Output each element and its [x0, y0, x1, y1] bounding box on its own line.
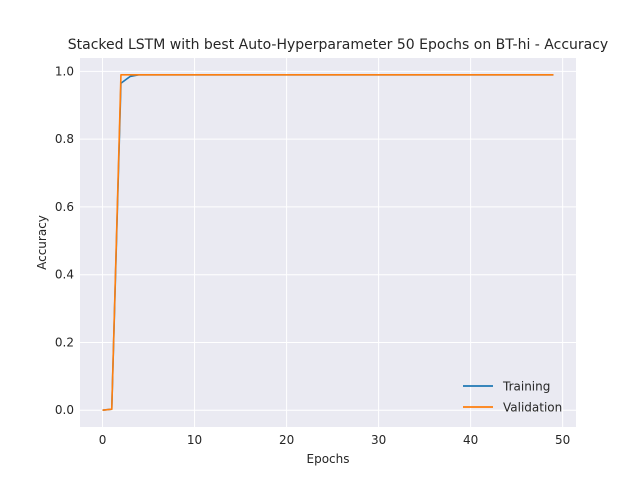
y-tick-label: 0.0 — [55, 403, 74, 417]
y-tick-label: 0.8 — [55, 132, 74, 146]
x-tick-label: 30 — [371, 433, 386, 447]
legend: Training Validation — [463, 380, 562, 415]
x-tick-label: 0 — [99, 433, 107, 447]
y-tick-label: 0.4 — [55, 268, 74, 282]
legend-label-validation: Validation — [503, 401, 562, 415]
x-axis-label: Epochs — [307, 452, 350, 466]
chart-title: Stacked LSTM with best Auto-Hyperparamet… — [68, 37, 608, 53]
y-axis-label: Accuracy — [35, 215, 49, 270]
x-tick-label: 20 — [279, 433, 294, 447]
tick-labels: 0 10 20 30 40 50 0.0 0.2 0.4 0.6 0.8 1.0 — [55, 64, 570, 447]
grid-lines — [80, 58, 576, 427]
x-tick-label: 40 — [463, 433, 478, 447]
x-tick-label: 10 — [187, 433, 202, 447]
y-tick-label: 1.0 — [55, 64, 74, 78]
plot-area — [80, 58, 576, 427]
series-group — [102, 73, 554, 412]
series-line-validation — [102, 73, 554, 412]
legend-label-training: Training — [502, 380, 550, 394]
y-tick-label: 0.6 — [55, 200, 74, 214]
x-tick-label: 50 — [555, 433, 570, 447]
y-tick-label: 0.2 — [55, 335, 74, 349]
